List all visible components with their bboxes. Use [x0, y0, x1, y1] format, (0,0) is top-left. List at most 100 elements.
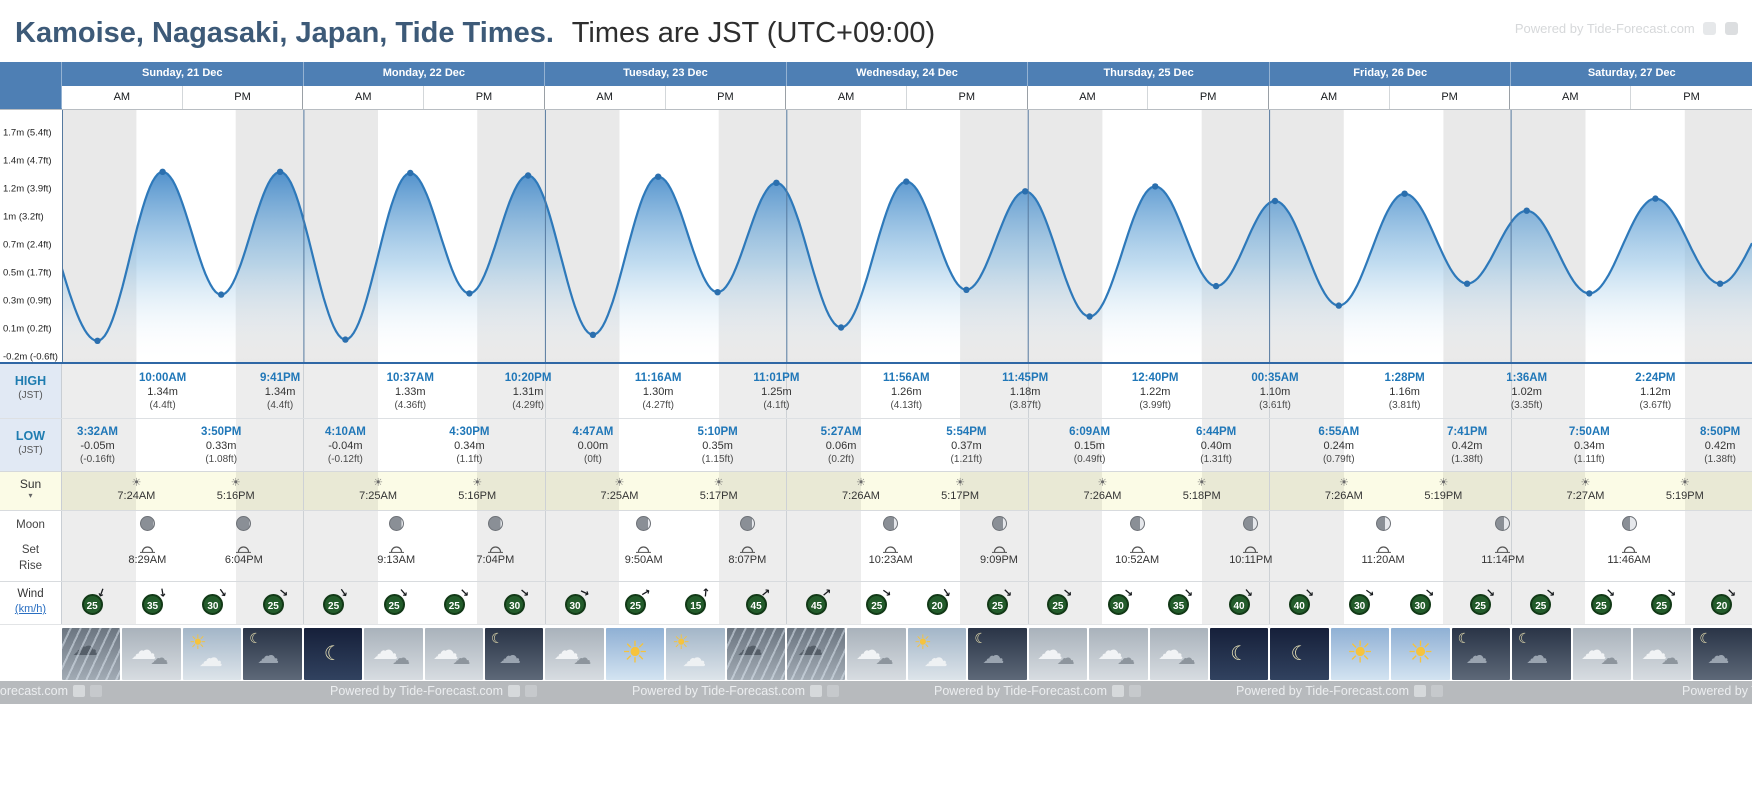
powered-by-link[interactable]: Powered by Tide-Forecast.com	[330, 684, 537, 698]
weather-tile-rain: ☁	[62, 628, 121, 680]
ampm-cell: PM	[1148, 86, 1270, 109]
tide-height-m: 0.40m	[1200, 440, 1232, 452]
moon-rise-arc-icon	[236, 546, 252, 553]
tide-time: 1:28PM	[1384, 372, 1425, 384]
night-shading-band	[1201, 364, 1270, 418]
tide-extreme-dot	[1086, 313, 1093, 320]
day-separator	[1510, 419, 1512, 471]
tide-extreme-dot	[1022, 188, 1029, 195]
cloud-icon: ☁	[855, 636, 882, 666]
high-tide-entry: 11:45PM 1.18m (3.87ft)	[1002, 371, 1048, 412]
moon-rise-time: 9:09PM	[980, 554, 1018, 566]
night-shading-band	[786, 511, 861, 581]
moon-rise-arc-icon	[487, 546, 503, 553]
tide-height-ft: (3.99ft)	[1139, 400, 1172, 411]
page-header: Kamoise, Nagasaki, Japan, Tide Times. Ti…	[0, 0, 1752, 62]
night-shading-band	[235, 364, 304, 418]
low-tide-entry: 4:10AM -0.04m (-0.12ft)	[325, 425, 366, 466]
cloud-icon: ☁	[432, 636, 459, 666]
tide-height-ft: (0.49ft)	[1073, 454, 1106, 465]
low-tide-entry: 4:47AM 0.00m (0ft)	[572, 425, 613, 466]
moon-rise-entry: 6:04PM	[209, 516, 279, 566]
tide-curve-area	[62, 110, 1752, 364]
moon-icon: ☾	[974, 631, 987, 647]
night-shading-band	[1510, 364, 1586, 418]
powered-by-link[interactable]: Powered by Tide-Forecast.com	[934, 684, 1141, 698]
kmh-unit-link[interactable]: (km/h)	[14, 603, 47, 615]
cloud-icon: ☁	[1056, 648, 1075, 669]
wind-speed-value: 30	[509, 601, 521, 612]
page-title: Kamoise, Nagasaki, Japan, Tide Times. Ti…	[0, 0, 1752, 50]
wind-speed-value: 20	[931, 601, 943, 612]
tide-time: 5:10PM	[697, 426, 738, 438]
tide-height-ft: (3.67ft)	[1639, 400, 1672, 411]
app-badge-icon	[1703, 22, 1717, 35]
cloud-icon: ☁	[1707, 644, 1730, 669]
moon-icon: ☾	[249, 631, 262, 647]
wind-speed-value: 25	[1595, 601, 1607, 612]
wind-speed-value: 25	[388, 601, 400, 612]
night-shading-band	[1269, 364, 1344, 418]
sun-row-toggle[interactable]: Sun ▾	[0, 472, 62, 510]
sun-icon: ☀	[1580, 476, 1591, 489]
moon-phase-icon	[1129, 516, 1145, 531]
day-separator	[1510, 582, 1512, 624]
tide-extreme-dot	[1401, 190, 1408, 197]
night-shading-band	[1684, 511, 1752, 581]
tide-height-ft: (1.21ft)	[950, 454, 983, 465]
ampm-cell: AM	[303, 86, 425, 109]
powered-by-link[interactable]: Powered by Tide-Forecast.com	[1515, 21, 1738, 36]
tide-height-ft: (4.4ft)	[149, 400, 176, 411]
powered-by-link[interactable]: Powered by Tide-Forecast.com	[632, 684, 839, 698]
powered-by-text: Powered by Tide-Forecast.com	[1514, 21, 1695, 36]
wind-speed-badge: → 35	[142, 587, 170, 615]
ampm-cell: AM	[62, 86, 183, 109]
cloud-icon: ☁	[498, 644, 521, 669]
wind-speed-value: 25	[1535, 601, 1547, 612]
tide-extreme-dot	[903, 178, 910, 185]
night-shading-band	[477, 419, 545, 471]
day-separator	[1027, 364, 1029, 418]
low-tide-entry: 5:54PM 0.37m (1.21ft)	[946, 425, 986, 466]
tide-time: 00:35AM	[1251, 372, 1299, 384]
weather-tiles: ☁☁☁☀☁☾☁☾☁☁☁☁☾☁☁☁☀☀☁☁☁☁☁☀☁☾☁☁☁☁☁☁☁☾☾☀☀☾☁☾…	[62, 625, 1752, 681]
moon-rise-entry: 9:09PM	[964, 516, 1034, 566]
moon-set-arc-icon	[388, 546, 404, 553]
moon-set-time: 10:52AM	[1115, 554, 1160, 566]
tide-height-m: 0.35m	[702, 440, 733, 452]
high-tide-row-label: HIGH (JST)	[0, 364, 62, 418]
wind-speed-value: 25	[1052, 601, 1064, 612]
sun-icon: ☀	[913, 630, 932, 654]
weather-tile-night-cloud: ☾ ☁	[243, 628, 302, 680]
wind-speed-badge: → 25	[1590, 585, 1619, 615]
wind-speed-badge: → 45	[806, 585, 834, 615]
tide-time: 10:37AM	[386, 372, 434, 384]
night-shading-band	[544, 419, 620, 471]
moon-rise-arc-icon	[739, 546, 755, 553]
night-shading-band	[544, 364, 620, 418]
location-title: Kamoise, Nagasaki, Japan, Tide Times.	[15, 17, 554, 49]
night-shading-band	[1027, 472, 1103, 510]
tide-time: 6:09AM	[1069, 426, 1111, 438]
powered-by-link[interactable]: Powered by Tide-Forecast.com	[1236, 684, 1443, 698]
cloud-icon: ☁	[1600, 648, 1619, 669]
tide-extreme-dot	[773, 179, 780, 186]
day-header-row: Sunday, 21 Dec Monday, 22 Dec Tuesday, 23 …	[0, 62, 1752, 86]
night-shading-band	[1027, 419, 1103, 471]
tide-time: 2:24PM	[1635, 372, 1676, 384]
wind-label: Wind	[17, 588, 44, 600]
moon-set-entry: 9:13AM	[361, 516, 431, 566]
night-shading-band	[718, 419, 787, 471]
night-shading-band	[786, 364, 861, 418]
low-tide-entry: 6:09AM 0.15m (0.49ft)	[1069, 425, 1110, 466]
sunrise-sunset-entries: ☀ 7:24AM ☀ 5:16PM ☀ 7:25AM ☀ 5:16PM ☀ 7:25AM ☀ 5:17…	[62, 472, 1752, 510]
tide-height-m: 0.42m	[1451, 440, 1483, 452]
powered-by-link[interactable]: Powered by Tide-Forecast.com	[0, 684, 102, 698]
moon-set-entry: 11:46AM	[1594, 516, 1664, 566]
day-separator	[303, 472, 305, 510]
ampm-cell: AM	[1269, 86, 1390, 109]
moon-icon: ☾	[1230, 641, 1249, 665]
tide-time: 4:10AM	[324, 426, 366, 438]
powered-by-link[interactable]: Powered by Tide-Forecast.com	[1682, 684, 1752, 698]
sun-icon: ☀	[230, 476, 241, 489]
